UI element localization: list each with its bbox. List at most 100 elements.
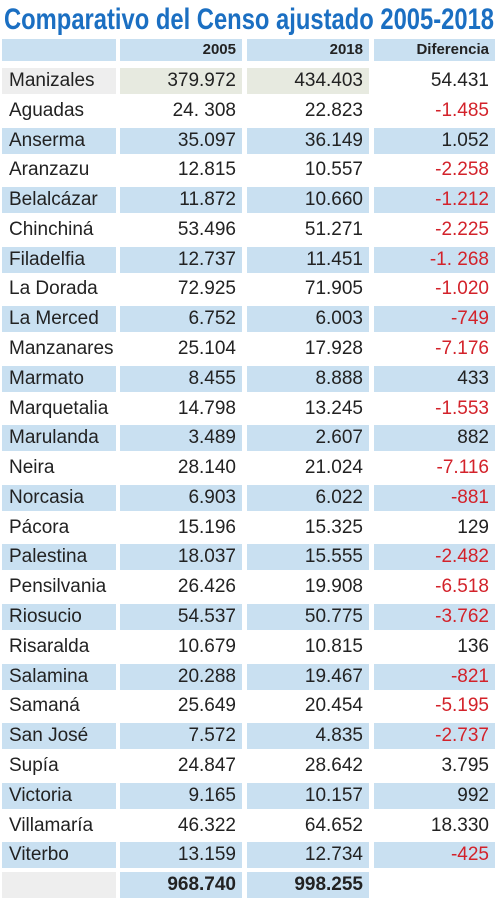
value: 10.557 (304, 159, 363, 180)
municipality: Supía (9, 755, 59, 776)
municipality: Manzanares (9, 338, 114, 359)
value: -2.225 (435, 219, 489, 240)
value: -1.020 (435, 278, 489, 299)
value: 50.775 (247, 604, 369, 630)
value: -821 (374, 664, 495, 690)
value: -2.258 (435, 159, 489, 180)
value: -749 (374, 306, 495, 332)
value: 28.642 (304, 755, 363, 776)
value: 2.607 (247, 425, 369, 451)
total: 998.255 (247, 872, 369, 898)
municipality: Marulanda (2, 425, 116, 451)
value: 4.835 (247, 723, 369, 749)
value: 15.555 (247, 544, 369, 570)
municipality: Palestina (2, 544, 116, 570)
value: 3.795 (441, 755, 489, 776)
municipality: Villamaría (9, 815, 94, 836)
value: -3.762 (374, 604, 495, 630)
value: 51.271 (304, 219, 363, 240)
municipality: Pensilvania (9, 576, 107, 597)
value: 11.872 (120, 187, 242, 213)
municipality: Chinchiná (9, 219, 94, 240)
value: 25.104 (177, 338, 236, 359)
municipality: Norcasia (2, 485, 116, 511)
municipality: Salamina (2, 664, 116, 690)
value: 1.052 (374, 128, 495, 154)
value: 72.925 (177, 278, 236, 299)
value: 19.908 (304, 576, 363, 597)
value: -7.116 (436, 457, 489, 478)
value: -1. 268 (374, 247, 495, 273)
value: 129 (457, 517, 489, 538)
value: 10.815 (304, 636, 363, 657)
value: 379.972 (120, 68, 242, 94)
municipality: La Dorada (9, 278, 98, 299)
column-header: 2018 (247, 39, 369, 61)
value: 10.157 (247, 783, 369, 809)
municipality: Belalcázar (2, 187, 116, 213)
value: 136 (457, 636, 489, 657)
value: 9.165 (120, 783, 242, 809)
value: 20.288 (120, 664, 242, 690)
value: -1.553 (435, 398, 489, 419)
municipality: Viterbo (2, 842, 116, 868)
municipality: San José (2, 723, 116, 749)
value: -2.737 (374, 723, 495, 749)
value: 433 (374, 366, 495, 392)
value: 24. 308 (172, 100, 236, 121)
value: -2.482 (374, 544, 495, 570)
value: -5.195 (435, 695, 489, 716)
value: 10.660 (247, 187, 369, 213)
municipality: Samaná (9, 695, 80, 716)
value: 25.649 (177, 695, 236, 716)
total: 968.740 (120, 872, 242, 898)
municipality: Marquetalia (9, 398, 109, 419)
municipality: Victoria (2, 783, 116, 809)
value: 22.823 (304, 100, 363, 121)
municipality: Aranzazu (9, 159, 90, 180)
municipality: Filadelfia (2, 247, 116, 273)
value: 36.149 (247, 128, 369, 154)
value: 12.734 (247, 842, 369, 868)
value: -1.212 (374, 187, 495, 213)
value: 14.798 (177, 398, 236, 419)
value: 6.003 (247, 306, 369, 332)
value: 6.022 (247, 485, 369, 511)
value: -7.176 (435, 338, 489, 359)
value: 64.652 (304, 815, 363, 836)
value: 19.467 (247, 664, 369, 690)
municipality: Marmato (2, 366, 116, 392)
value: 71.905 (304, 278, 363, 299)
value: 434.403 (247, 68, 369, 94)
value: 15.196 (177, 517, 236, 538)
value: 13.245 (304, 398, 363, 419)
value: 24.847 (177, 755, 236, 776)
column-header: Diferencia (374, 39, 495, 61)
municipality: Pácora (9, 517, 70, 538)
value: 15.325 (304, 517, 363, 538)
total-blank (2, 872, 116, 898)
value: 6.903 (120, 485, 242, 511)
value: 12.737 (120, 247, 242, 273)
municipality: Manizales (2, 68, 116, 94)
value: -425 (374, 842, 495, 868)
title: Comparativo del Censo ajustado 2005-2018 (4, 3, 494, 36)
column-header: 2005 (120, 39, 242, 61)
value: 21.024 (304, 457, 363, 478)
value: 6.752 (120, 306, 242, 332)
value: 54.537 (120, 604, 242, 630)
municipality: Aguadas (9, 100, 85, 121)
municipality: Riosucio (2, 604, 116, 630)
value: 53.496 (177, 219, 236, 240)
value: -6.518 (435, 576, 489, 597)
value: 35.097 (120, 128, 242, 154)
municipality: La Merced (2, 306, 116, 332)
municipality: Anserma (2, 128, 116, 154)
value: 18.037 (120, 544, 242, 570)
value: 13.159 (120, 842, 242, 868)
value: 11.451 (247, 247, 369, 273)
value: 18.330 (430, 815, 489, 836)
value: 8.455 (120, 366, 242, 392)
